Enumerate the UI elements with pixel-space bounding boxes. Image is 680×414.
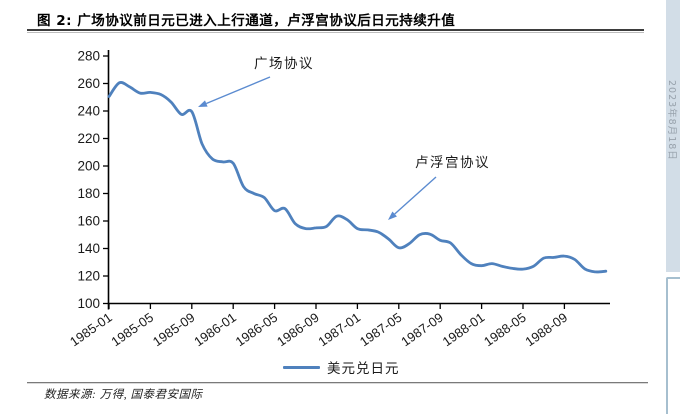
x-axis-label: 1985-05 bbox=[108, 310, 156, 350]
annotation-label: 卢浮宫协议 bbox=[415, 155, 490, 171]
title-divider bbox=[27, 29, 644, 33]
figure-title: 图 2: 广场协议前日元已进入上行通道，卢浮宫协议后日元持续升值 bbox=[37, 13, 456, 29]
y-axis-label: 240 bbox=[77, 104, 100, 119]
next-page-panel bbox=[666, 277, 680, 414]
usdjpy-line-chart: 2802602402202001801601401201001985-01198… bbox=[67, 49, 610, 350]
x-axis-label: 1985-09 bbox=[150, 310, 198, 350]
y-axis-label: 220 bbox=[77, 131, 100, 146]
x-axis-label: 1988-09 bbox=[522, 310, 570, 350]
x-axis-label: 1986-01 bbox=[191, 310, 239, 350]
x-axis-label: 1987-05 bbox=[357, 310, 405, 350]
x-axis-label: 1988-05 bbox=[481, 310, 529, 350]
x-axis-label: 1986-09 bbox=[274, 310, 322, 350]
y-axis-label: 200 bbox=[77, 159, 100, 174]
legend-line-swatch bbox=[283, 365, 320, 369]
x-axis-label: 1986-05 bbox=[233, 310, 281, 350]
annotation-arrow-line bbox=[394, 176, 437, 215]
annotation-arrowhead bbox=[198, 100, 208, 107]
annotation-label: 广场协议 bbox=[254, 56, 314, 72]
y-axis-label: 120 bbox=[77, 269, 100, 284]
y-axis-label: 280 bbox=[77, 49, 100, 64]
x-axis-label: 1987-09 bbox=[398, 310, 446, 350]
sidebar-date: 2023年8月18日 bbox=[666, 80, 677, 161]
data-source: 数据来源: 万得, 国泰君安国际 bbox=[44, 389, 203, 401]
y-axis-label: 180 bbox=[77, 186, 100, 201]
usdjpy-series-line bbox=[107, 81, 608, 274]
y-axis-label: 160 bbox=[77, 214, 100, 229]
y-axis-label: 140 bbox=[77, 241, 100, 256]
x-axis-label: 1985-01 bbox=[67, 310, 115, 350]
y-axis-label: 260 bbox=[77, 76, 100, 91]
footer-divider bbox=[27, 382, 648, 384]
annotation-arrowhead bbox=[388, 211, 397, 220]
chart-legend: 美元兑日元 bbox=[283, 357, 400, 377]
annotation-arrow-line bbox=[206, 76, 271, 105]
legend-label: 美元兑日元 bbox=[327, 361, 400, 377]
y-axis-label: 100 bbox=[77, 296, 100, 311]
right-edge-banner: 2023年8月18日 bbox=[666, 0, 680, 272]
x-axis-label: 1987-01 bbox=[315, 310, 363, 350]
x-axis-label: 1988-01 bbox=[440, 310, 488, 350]
